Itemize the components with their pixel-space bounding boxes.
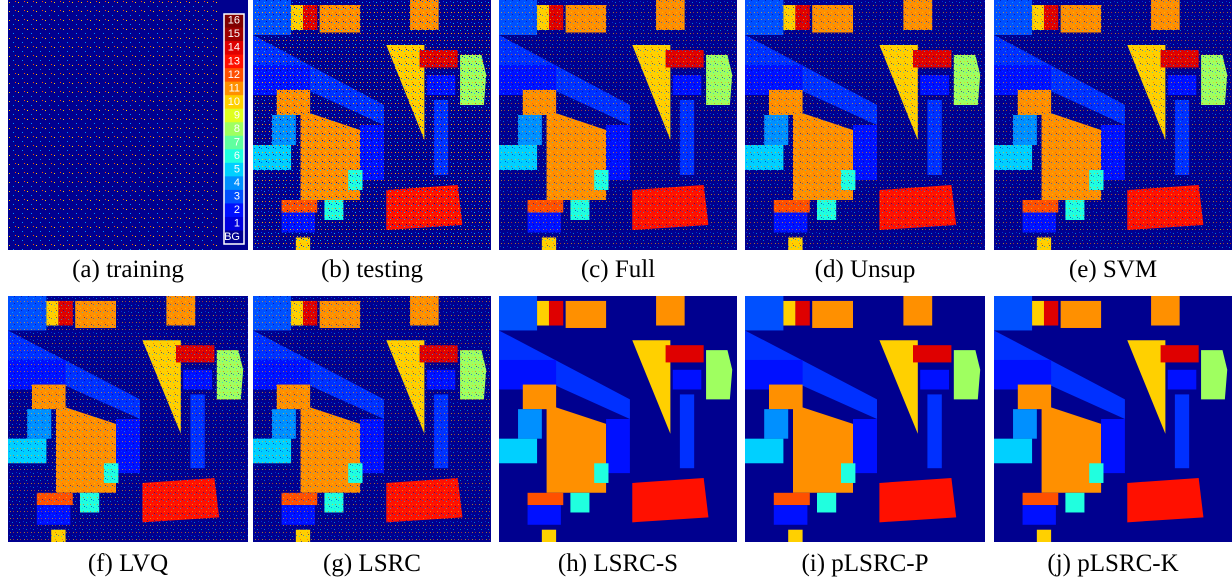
noise — [745, 0, 985, 250]
classification-map — [994, 0, 1232, 250]
classification-map — [745, 0, 985, 250]
map-panel — [499, 296, 737, 542]
caption: (g) LSRC — [249, 550, 495, 578]
figure: 1615 1413 1211 109 87 65 4 32 1BG (a) training(b)… — [0, 0, 1232, 582]
colorbar-label: 5 — [234, 163, 240, 175]
map-panel — [994, 0, 1232, 250]
caption: (b) testing — [249, 256, 495, 284]
colorbar-label: 8 — [234, 123, 240, 135]
caption: (j) pLSRC-K — [990, 550, 1232, 578]
colorbar-label: 4 — [234, 177, 240, 189]
colorbar-label: 14 — [228, 42, 240, 54]
noise — [8, 296, 248, 542]
colorbar-label: 2 — [234, 204, 240, 216]
noise — [994, 0, 1232, 250]
caption: (i) pLSRC-P — [742, 550, 988, 578]
caption: (c) Full — [495, 256, 741, 284]
colorbar-label: 6 — [234, 150, 240, 162]
classification-map — [253, 0, 491, 250]
map-regions — [745, 296, 985, 542]
colorbar-label: 16 — [228, 15, 240, 27]
colorbar-label: 13 — [228, 55, 240, 67]
map-panel — [745, 296, 985, 542]
classification-map — [499, 296, 737, 542]
classification-map — [994, 296, 1232, 542]
colorbar-label: 9 — [234, 109, 240, 121]
classification-map — [8, 296, 248, 542]
classification-map — [745, 296, 985, 542]
caption: (a) training — [5, 256, 251, 284]
colorbar-label: 15 — [228, 28, 240, 40]
colorbar-label: 1 — [234, 218, 240, 230]
map-regions — [499, 296, 737, 542]
colorbar-label: 3 — [234, 191, 240, 203]
classification-map — [253, 296, 491, 542]
map-panel — [994, 296, 1232, 542]
training-samples — [8, 0, 218, 250]
noise — [253, 296, 491, 542]
map-panel — [253, 0, 491, 250]
map-regions — [994, 296, 1232, 542]
caption: (h) LSRC-S — [495, 550, 741, 578]
map-panel — [499, 0, 737, 250]
colorbar-label: 12 — [228, 69, 240, 81]
map-panel — [253, 296, 491, 542]
noise — [499, 0, 737, 250]
map-panel — [8, 296, 248, 542]
caption: (e) SVM — [990, 256, 1232, 284]
caption: (f) LVQ — [5, 550, 251, 578]
map-panel — [745, 0, 985, 250]
classification-map — [499, 0, 737, 250]
colorbar-label: 11 — [229, 82, 240, 94]
colorbar-label: 10 — [228, 96, 240, 108]
caption: (d) Unsup — [742, 256, 988, 284]
colorbar-label: 7 — [234, 136, 240, 148]
colorbar-label: BG — [224, 231, 240, 243]
noise — [253, 0, 491, 250]
